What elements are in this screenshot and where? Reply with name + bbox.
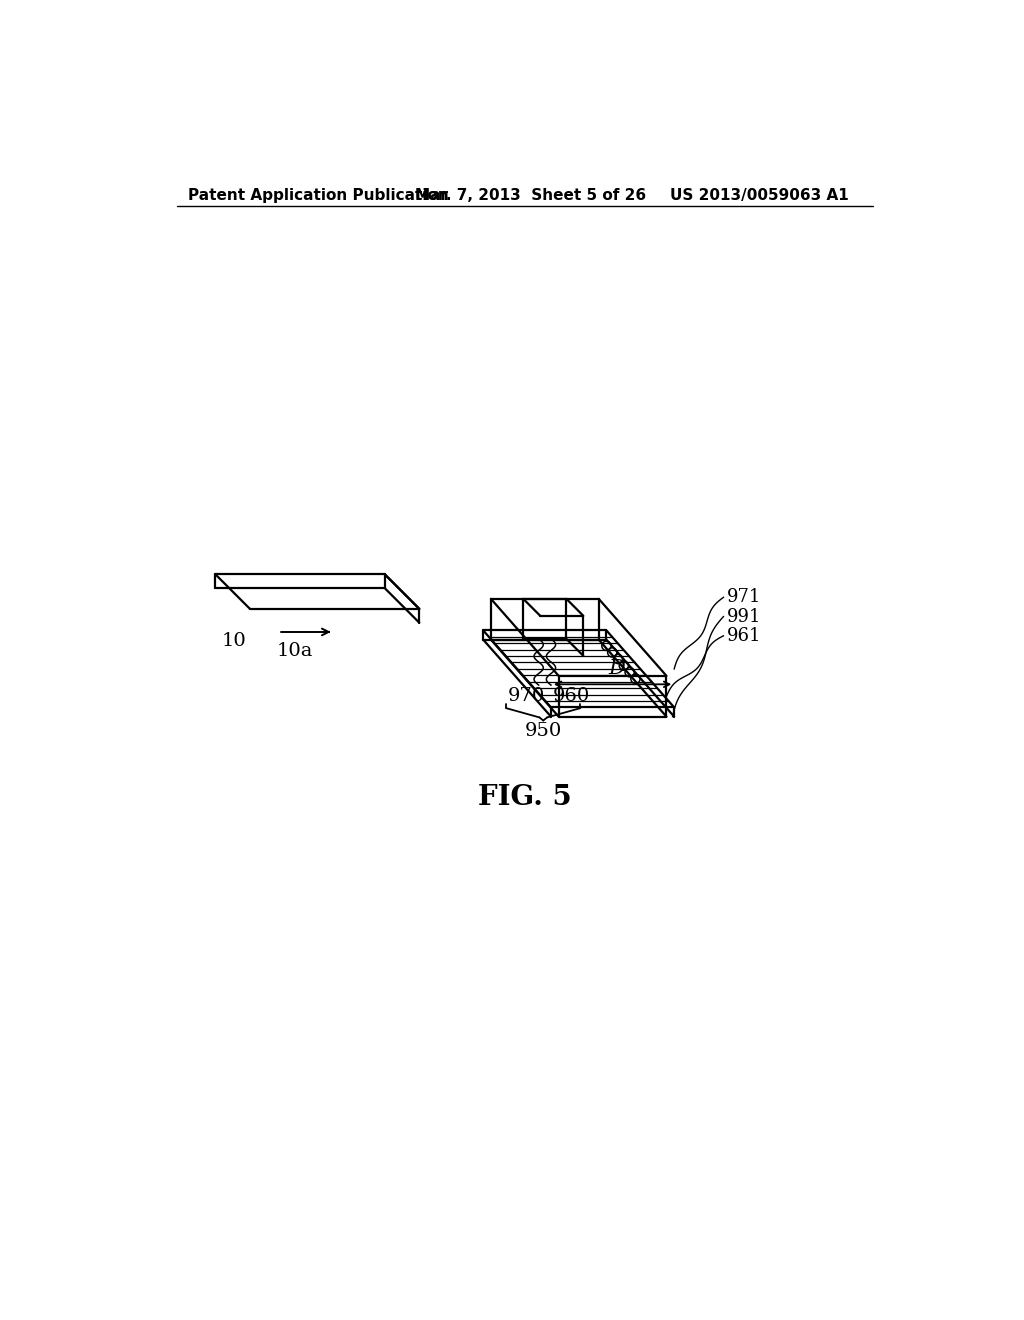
Text: 961: 961 <box>727 627 762 644</box>
Text: Mar. 7, 2013  Sheet 5 of 26: Mar. 7, 2013 Sheet 5 of 26 <box>416 187 646 203</box>
Text: D: D <box>608 660 625 678</box>
Text: 971: 971 <box>727 589 762 606</box>
Text: 950: 950 <box>524 722 562 741</box>
Text: 960: 960 <box>553 686 590 705</box>
Text: US 2013/0059063 A1: US 2013/0059063 A1 <box>670 187 848 203</box>
Text: 970: 970 <box>508 686 545 705</box>
Text: 10a: 10a <box>276 643 313 660</box>
Text: Patent Application Publication: Patent Application Publication <box>188 187 450 203</box>
Text: 991: 991 <box>727 607 762 626</box>
Text: 10: 10 <box>221 632 246 651</box>
Text: FIG. 5: FIG. 5 <box>478 784 571 810</box>
